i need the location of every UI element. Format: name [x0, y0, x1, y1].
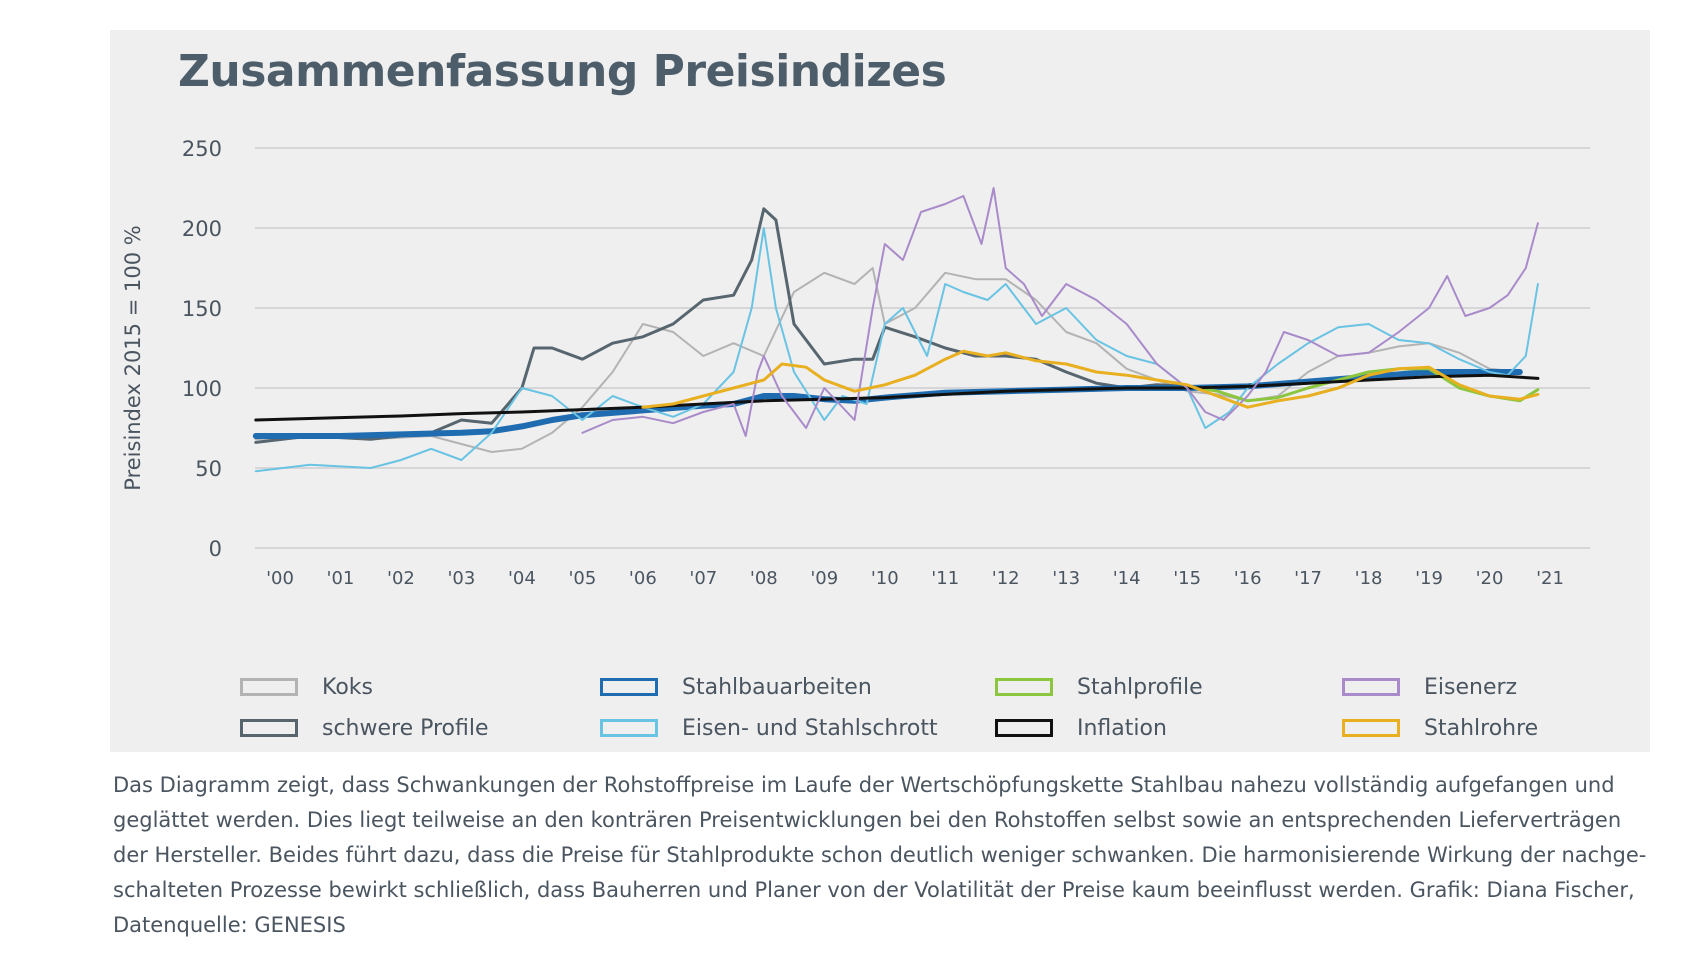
chart-title: Zusammenfassung Preisindizes — [178, 46, 947, 97]
series-line-eisen-und-stahlschrott — [254, 227, 1539, 473]
x-tick-label: '12 — [992, 568, 1020, 589]
x-tick-label: '20 — [1476, 568, 1504, 589]
legend: Koks Stahlbauarbeiten Stahlprofile Eisenerz… — [110, 660, 1650, 750]
x-tick-label: '06 — [629, 568, 657, 589]
y-tick-label: 100 — [182, 377, 222, 401]
x-tick-label: '05 — [568, 568, 596, 589]
caption: Das Diagramm zeigt, dass Schwankungen de… — [113, 768, 1653, 943]
x-tick-label: '11 — [931, 568, 959, 589]
caption-line: schalteten Prozesse bewirkt schließlich,… — [113, 878, 1635, 902]
legend-label: Inflation — [1077, 715, 1167, 741]
legend-swatch — [1342, 678, 1400, 696]
line-chart: 0 50 100 150 200 250 '00 '01 '02 '03 '04 '05 '06 '07… — [121, 137, 1590, 589]
legend-item: Stahlbauarbeiten — [600, 672, 872, 702]
y-axis-ticks: 0 50 100 150 200 250 — [182, 137, 222, 561]
x-tick-label: '09 — [810, 568, 838, 589]
series-line-stahlrohre — [641, 349, 1540, 409]
x-tick-label: '17 — [1294, 568, 1322, 589]
y-tick-label: 200 — [182, 217, 222, 241]
legend-label: Eisen- und Stahlschrott — [682, 715, 938, 741]
legend-label: Stahlprofile — [1077, 674, 1203, 700]
x-tick-label: '08 — [750, 568, 778, 589]
caption-line: geglättet werden. Dies liegt teilweise a… — [113, 808, 1622, 832]
x-axis-ticks: '00 '01 '02 '03 '04 '05 '06 '07 '08 '09 '10 '11 '12 '… — [266, 568, 1564, 589]
x-tick-label: '19 — [1415, 568, 1443, 589]
legend-label: Stahlbauarbeiten — [682, 674, 872, 700]
x-tick-label: '15 — [1173, 568, 1201, 589]
y-tick-label: 150 — [182, 297, 222, 321]
series-line-koks — [254, 267, 1521, 453]
legend-item: Stahlprofile — [995, 672, 1203, 702]
caption-line: der Hersteller. Beides führt dazu, dass … — [113, 843, 1647, 867]
legend-swatch — [600, 719, 658, 737]
series-lines — [252, 187, 1540, 473]
series-line-schwere-profile — [254, 207, 1219, 444]
caption-line: Das Diagramm zeigt, dass Schwankungen de… — [113, 773, 1615, 797]
series-line-eisenerz — [581, 187, 1539, 437]
x-tick-label: '14 — [1113, 568, 1141, 589]
legend-swatch — [995, 678, 1053, 696]
x-tick-label: '10 — [871, 568, 899, 589]
y-tick-label: 250 — [182, 137, 222, 161]
legend-item: Eisenerz — [1342, 672, 1517, 702]
legend-swatch — [240, 719, 298, 737]
legend-swatch — [1342, 719, 1400, 737]
legend-label: Koks — [322, 674, 373, 700]
legend-item: Koks — [240, 672, 373, 702]
x-tick-label: '13 — [1052, 568, 1080, 589]
x-tick-label: '21 — [1536, 568, 1564, 589]
x-tick-label: '18 — [1355, 568, 1383, 589]
x-tick-label: '04 — [508, 568, 536, 589]
legend-swatch — [600, 678, 658, 696]
caption-line: Datenquelle: GENESIS — [113, 913, 346, 937]
legend-item: Inflation — [995, 713, 1167, 743]
x-tick-label: '00 — [266, 568, 294, 589]
legend-label: Stahlrohre — [1424, 715, 1539, 741]
x-tick-label: '03 — [447, 568, 475, 589]
x-tick-label: '16 — [1234, 568, 1262, 589]
x-tick-label: '07 — [689, 568, 717, 589]
y-tick-label: 50 — [195, 457, 222, 481]
x-tick-label: '01 — [327, 568, 355, 589]
chart-panel — [110, 30, 1650, 752]
y-axis-label: Preisindex 2015 = 100 % — [121, 225, 145, 490]
grid — [255, 147, 1590, 549]
legend-label: Eisenerz — [1424, 674, 1518, 700]
legend-swatch — [995, 719, 1053, 737]
x-tick-label: '02 — [387, 568, 415, 589]
legend-swatch — [240, 678, 298, 696]
legend-item: Stahlrohre — [1342, 713, 1538, 743]
legend-item: schwere Profile — [240, 713, 489, 743]
series-line-inflation — [254, 373, 1540, 422]
legend-item: Eisen- und Stahlschrott — [600, 713, 938, 743]
legend-label: schwere Profile — [322, 715, 489, 741]
y-tick-label: 0 — [209, 537, 222, 561]
